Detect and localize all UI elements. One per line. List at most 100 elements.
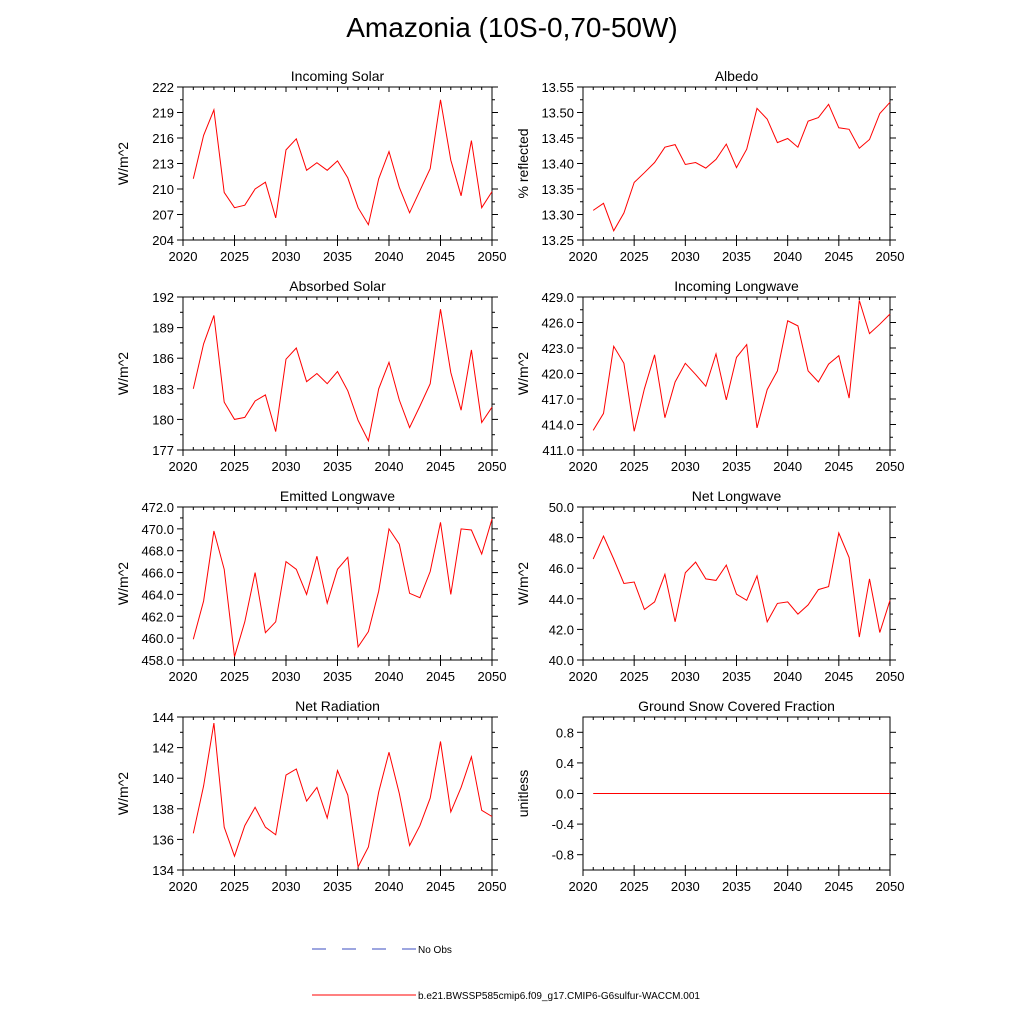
panel-3: Incoming Longwave W/m^2 2020 2025 2030 2035 20… — [515, 278, 904, 474]
panel-1: Albedo % reflected 2020 2025 2030 2035 2040 204… — [515, 68, 904, 264]
x-tick-label: 2040 — [375, 459, 404, 474]
y-axis-label: W/m^2 — [515, 562, 531, 605]
y-tick-label: 420.0 — [541, 367, 574, 382]
x-tick-label: 2045 — [426, 879, 455, 894]
plot-frame — [582, 296, 891, 451]
panel-title: Incoming Longwave — [674, 278, 799, 294]
x-tick-label: 2050 — [876, 249, 905, 264]
x-tick-label: 2040 — [375, 879, 404, 894]
x-tick-label: 2020 — [569, 459, 598, 474]
plot-frame — [582, 506, 891, 661]
x-tick-label: 2035 — [722, 249, 751, 264]
x-tick-label: 2040 — [375, 669, 404, 684]
x-tick-label: 2025 — [220, 459, 249, 474]
x-tick-label: 2020 — [169, 249, 198, 264]
series-line — [592, 531, 891, 638]
y-tick-label: 423.0 — [541, 341, 574, 356]
y-tick-label: 470.0 — [141, 522, 174, 537]
y-tick-label: 13.55 — [541, 80, 574, 95]
y-tick-label: 13.45 — [541, 131, 574, 146]
y-tick-label: 40.0 — [549, 653, 574, 668]
panel-title: Net Longwave — [692, 488, 782, 504]
x-tick-label: 2030 — [671, 249, 700, 264]
x-tick-label: 2035 — [323, 249, 352, 264]
x-tick-label: 2025 — [620, 249, 649, 264]
figure-title: Amazonia (10S-0,70-50W) — [346, 12, 678, 43]
x-tick-label: 2025 — [220, 879, 249, 894]
x-tick-label: 2035 — [722, 459, 751, 474]
x-tick-label: 2050 — [876, 669, 905, 684]
panel-0: Incoming Solar W/m^2 2020 2025 2030 2035 2040 2… — [115, 68, 506, 264]
y-tick-label: 466.0 — [141, 566, 174, 581]
y-tick-label: 458.0 — [141, 653, 174, 668]
x-tick-label: 2025 — [220, 669, 249, 684]
y-tick-label: 50.0 — [549, 500, 574, 515]
y-tick-label: 460.0 — [141, 631, 174, 646]
y-tick-label: -0.8 — [552, 848, 574, 863]
x-tick-label: 2040 — [773, 669, 802, 684]
x-tick-label: 2050 — [478, 249, 507, 264]
y-tick-label: 462.0 — [141, 609, 174, 624]
y-tick-label: 222 — [152, 80, 174, 95]
x-tick-label: 2050 — [478, 669, 507, 684]
x-tick-label: 2020 — [569, 879, 598, 894]
y-tick-label: 136 — [152, 832, 174, 847]
y-tick-label: 192 — [152, 290, 174, 305]
x-tick-label: 2020 — [569, 249, 598, 264]
y-axis-label: W/m^2 — [515, 352, 531, 395]
x-tick-label: 2030 — [272, 459, 301, 474]
y-tick-label: 216 — [152, 131, 174, 146]
panel-4: Emitted Longwave W/m^2 2020 2025 2030 2035 204… — [115, 488, 506, 684]
x-tick-label: 2020 — [569, 669, 598, 684]
y-axis-label: W/m^2 — [115, 772, 131, 815]
y-tick-label: -0.4 — [552, 817, 574, 832]
y-tick-label: 0.0 — [556, 787, 574, 802]
x-tick-label: 2045 — [824, 879, 853, 894]
x-tick-label: 2045 — [824, 669, 853, 684]
y-tick-label: 13.35 — [541, 182, 574, 197]
y-tick-label: 414.0 — [541, 418, 574, 433]
x-tick-label: 2020 — [169, 669, 198, 684]
y-axis-label: W/m^2 — [115, 142, 131, 185]
series-line — [192, 99, 493, 227]
y-tick-label: 140 — [152, 771, 174, 786]
y-tick-label: 13.40 — [541, 157, 574, 172]
y-tick-label: 186 — [152, 351, 174, 366]
panel-title: Albedo — [715, 68, 759, 84]
panel-title: Emitted Longwave — [280, 488, 395, 504]
y-tick-label: 0.4 — [556, 756, 574, 771]
panel-title: Ground Snow Covered Fraction — [638, 698, 835, 714]
x-tick-label: 2045 — [426, 459, 455, 474]
y-tick-label: 213 — [152, 157, 174, 172]
y-tick-label: 48.0 — [549, 531, 574, 546]
x-tick-label: 2050 — [478, 459, 507, 474]
x-tick-label: 2040 — [773, 879, 802, 894]
x-tick-label: 2030 — [671, 459, 700, 474]
y-tick-label: 13.25 — [541, 233, 574, 248]
x-tick-label: 2030 — [671, 879, 700, 894]
x-tick-label: 2025 — [620, 879, 649, 894]
y-tick-label: 0.8 — [556, 725, 574, 740]
x-tick-label: 2025 — [220, 249, 249, 264]
plot-frame — [182, 296, 493, 451]
legend-label-no-obs: No Obs — [418, 945, 452, 956]
x-tick-label: 2025 — [620, 669, 649, 684]
x-tick-label: 2030 — [272, 249, 301, 264]
panel-title: Absorbed Solar — [289, 278, 386, 294]
y-tick-label: 417.0 — [541, 392, 574, 407]
panel-title: Incoming Solar — [291, 68, 385, 84]
y-tick-label: 204 — [152, 233, 174, 248]
x-tick-label: 2020 — [169, 879, 198, 894]
x-tick-label: 2035 — [722, 669, 751, 684]
x-tick-label: 2045 — [824, 459, 853, 474]
x-tick-label: 2030 — [671, 669, 700, 684]
plot-frame — [582, 86, 891, 241]
y-tick-label: 472.0 — [141, 500, 174, 515]
panel-5: Net Longwave W/m^2 2020 2025 2030 2035 2040 204… — [515, 488, 904, 684]
y-tick-label: 426.0 — [541, 316, 574, 331]
legend-label-model: b.e21.BWSSP585cmip6.f09_g17.CMIP6-G6sulf… — [418, 991, 700, 1002]
y-tick-label: 429.0 — [541, 290, 574, 305]
x-tick-label: 2035 — [323, 879, 352, 894]
